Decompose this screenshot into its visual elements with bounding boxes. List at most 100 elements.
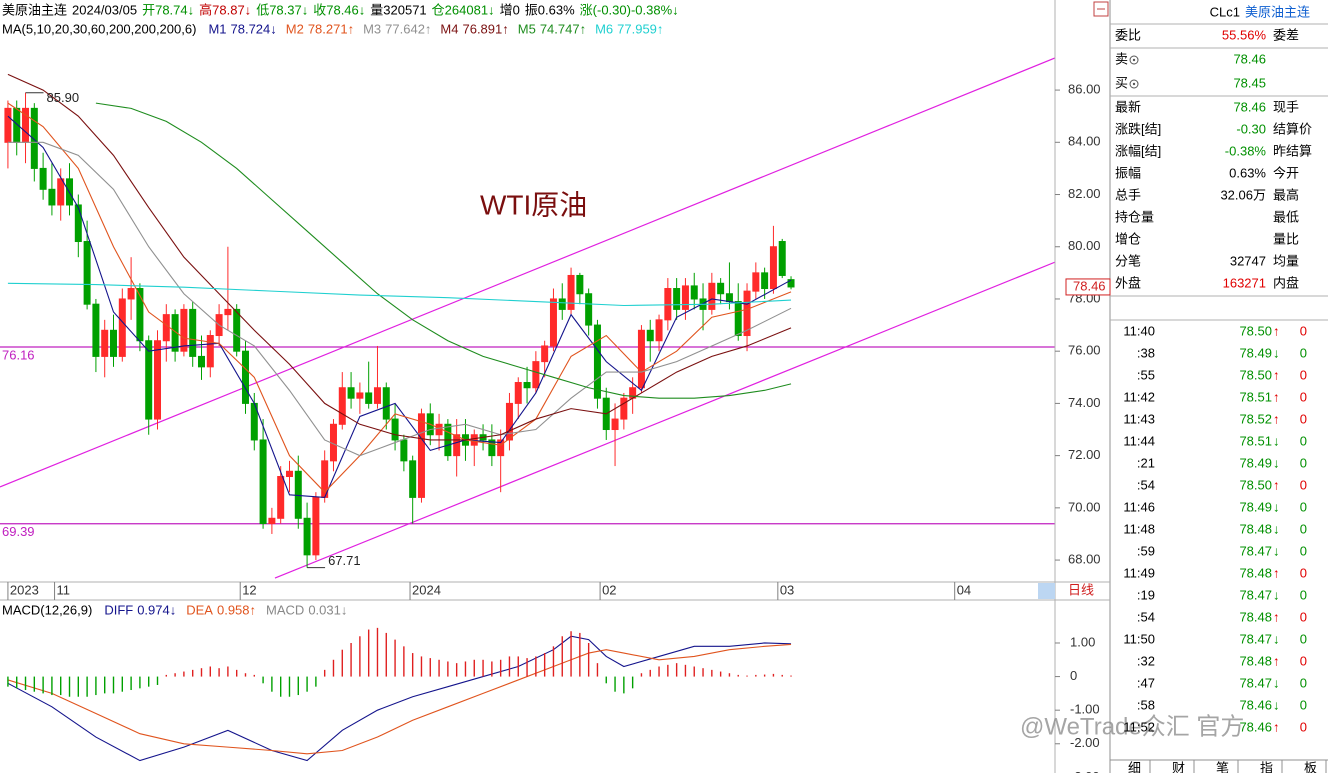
quote-label: 最新 [1115,99,1141,114]
quote-label2: 量比 [1273,231,1299,246]
trend-line [274,261,1055,579]
tick-time: :58 [1137,697,1155,712]
candle-body [769,246,777,290]
candle-body [127,288,135,300]
quote-label2: 结算价 [1273,121,1312,136]
candle-body [514,382,522,404]
candle-body [373,387,381,404]
horizontal-line-label: 69.39 [2,524,35,539]
header-item: 2024/03/05 [72,2,137,17]
tick-time: :32 [1137,653,1155,668]
legend-name: M6 [595,21,613,36]
candle-body [259,439,267,525]
legend-name: M1 [208,21,226,36]
scroll-box[interactable] [1038,583,1055,599]
tick-volume: 0 [1300,521,1307,536]
header-item: 振0.63% [525,2,575,17]
tick-price: 78.50 [1239,477,1272,492]
tick-arrow: ↑ [1273,653,1280,668]
candle-body [382,387,390,420]
legend-value: 74.747↑ [540,21,586,36]
candle-body [655,319,663,342]
candle-body [761,272,769,290]
tick-time: :54 [1137,477,1155,492]
candle-body [549,298,557,347]
header-item: 增0 [500,2,520,17]
quote-label: 总手 [1115,187,1141,202]
tick-arrow: ↓ [1273,675,1280,690]
tick-arrow: ↓ [1273,587,1280,602]
period-label[interactable]: 日线 [1068,582,1094,597]
quote-label2: 委差 [1273,27,1299,42]
tick-time: 11:46 [1123,499,1155,514]
tick-volume: 0 [1300,455,1307,470]
candle-body [523,382,531,389]
y-tick-label: 86.00 [1068,82,1101,97]
tab[interactable]: 指 [1260,760,1273,773]
legend-name: M5 [518,21,536,36]
quote-label2: 最高 [1273,187,1299,202]
macd-line [7,635,792,762]
candle-body [488,439,496,457]
tick-arrow: ↓ [1273,455,1280,470]
tab[interactable]: 细 [1128,760,1141,773]
macd-line [7,643,792,755]
candle-body [4,107,12,143]
candle-body [92,303,100,357]
quote-value: 78.45 [1233,75,1266,90]
tab[interactable]: 财 [1172,760,1185,773]
candle-body [497,439,505,457]
quote-value: -0.38% [1225,143,1267,158]
header-item: 高78.87↓ [199,2,251,17]
candle-body [453,434,461,457]
quote-label2: 均量 [1273,253,1299,268]
tick-time: :21 [1137,455,1155,470]
tab[interactable]: 笔 [1216,760,1229,773]
tick-arrow: ↓ [1273,697,1280,712]
candle-body [356,392,364,399]
candle-body [171,314,179,352]
quote-label: 涨跌[结] [1115,121,1161,136]
quote-value: -0.30 [1236,121,1266,136]
candle-body [110,329,118,357]
tick-price: 78.49 [1239,345,1272,360]
candle-body [338,387,346,425]
candle-body [30,107,38,169]
ma-line [7,141,792,457]
candle-body [74,204,82,243]
y-tick-label: 70.00 [1068,499,1101,514]
quote-icon-dot [1132,58,1136,62]
price-panel: 76.16 69.39 85.90 67.71 [0,57,1055,579]
legend-value: 78.724↓ [231,21,277,36]
header-item: 收78.46↓ [313,2,365,17]
x-tick-label: 12 [242,582,256,597]
legend-name: M4 [440,21,458,36]
tick-volume: 0 [1300,323,1307,338]
legend-value: 0.958↑ [217,602,256,617]
candle-body [224,308,232,316]
candle-body [585,293,593,326]
candle-body [787,279,795,288]
tick-arrow: ↓ [1273,521,1280,536]
x-tick-label: 04 [957,582,971,597]
tick-volume: 0 [1300,543,1307,558]
candle-body [708,282,716,310]
last-price-box [1065,278,1111,296]
tick-price: 78.51 [1239,433,1272,448]
header-item: 量320571 [370,2,426,17]
candle-body [180,308,188,352]
tick-volume: 0 [1300,631,1307,646]
tick-arrow: ↑ [1273,477,1280,492]
legend-value: 77.959↑ [617,21,663,36]
header-item: 开78.74↓ [142,2,194,17]
tab[interactable]: 板 [1304,760,1317,773]
watermark: @WeTrade众汇 官方 [1020,713,1244,740]
tick-price: 78.47 [1239,631,1272,646]
tick-price: 78.49 [1239,455,1272,470]
tick-price: 78.47 [1239,543,1272,558]
candle-body [197,355,205,368]
tick-time: :54 [1137,609,1155,624]
x-tick-label: 2024 [412,582,441,597]
candle-body [576,274,584,295]
